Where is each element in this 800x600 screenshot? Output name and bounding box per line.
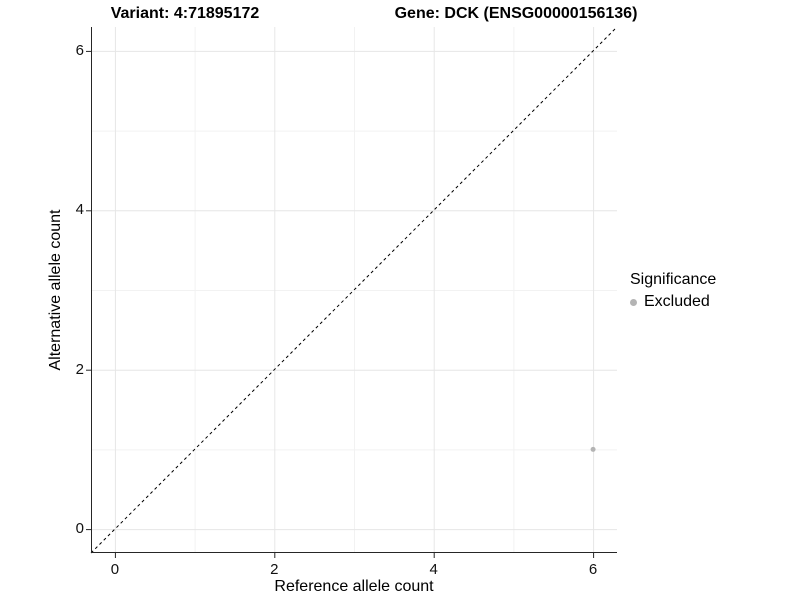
y-tick-label: 0 (75, 520, 84, 538)
y-tick-label: 2 (75, 360, 84, 378)
x-tick-label: 4 (429, 561, 438, 578)
plot-panel (86, 26, 618, 558)
x-tick-label: 0 (110, 561, 120, 578)
plot-canvas (86, 26, 618, 558)
y-tick-label: 4 (75, 201, 84, 219)
plot-title-variant: Variant: 4:71895172 (110, 5, 260, 22)
legend-entry-label: Excluded (644, 293, 710, 310)
plot-title-gene: Gene: DCK (ENSG00000156136) (394, 5, 638, 22)
x-tick-label: 6 (588, 561, 598, 578)
y-axis-label: Alternative allele count (47, 209, 64, 371)
legend: Significance Excluded (630, 270, 716, 311)
legend-title: Significance (630, 271, 717, 288)
y-tick-label: 6 (75, 41, 84, 59)
legend-entries: Excluded (630, 293, 716, 311)
identity-reference-line (90, 26, 618, 554)
legend-key-dot-icon (630, 298, 637, 306)
legend-entry: Excluded (630, 293, 716, 311)
x-tick-label: 2 (270, 561, 279, 578)
x-axis-label: Reference allele count (274, 578, 434, 595)
data-point (590, 446, 596, 452)
